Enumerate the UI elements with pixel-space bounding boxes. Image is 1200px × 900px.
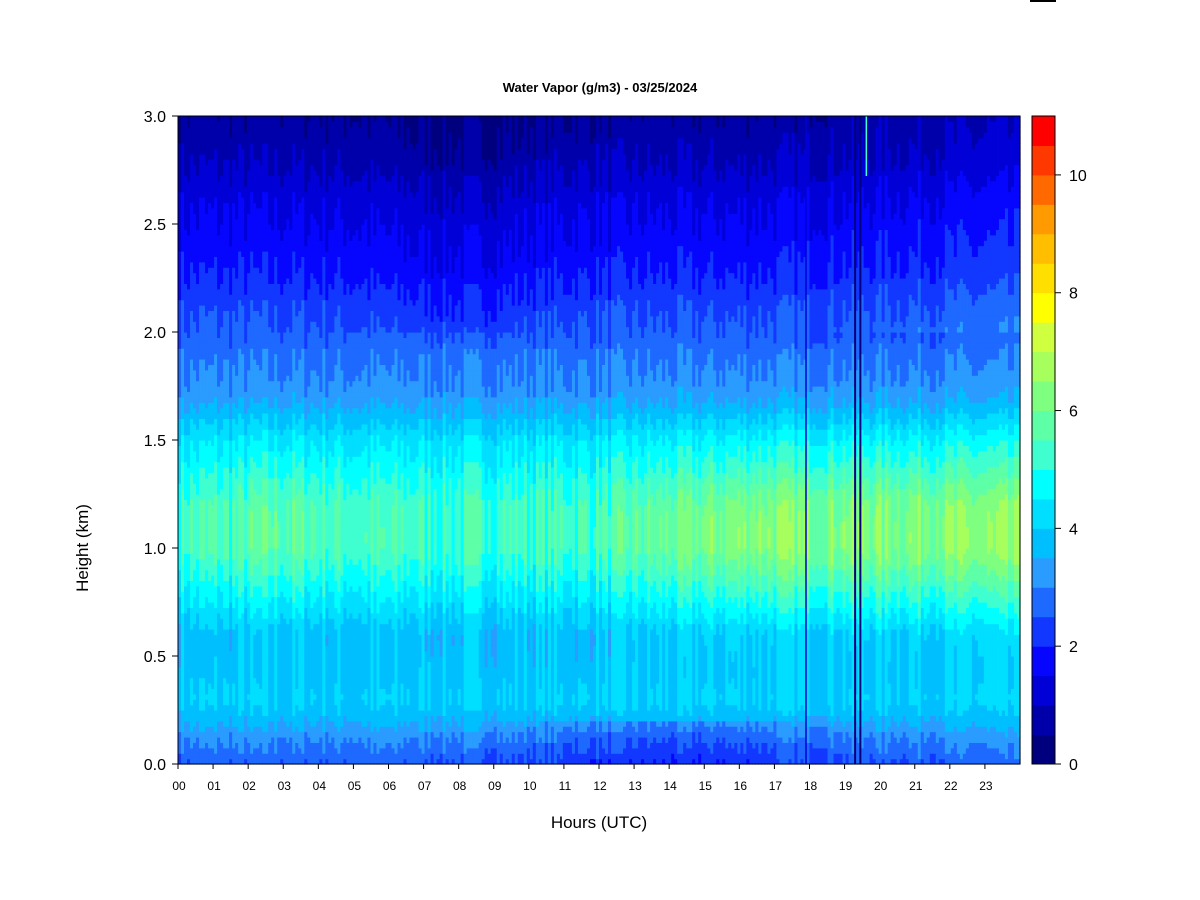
heatmap-field xyxy=(178,116,1021,765)
